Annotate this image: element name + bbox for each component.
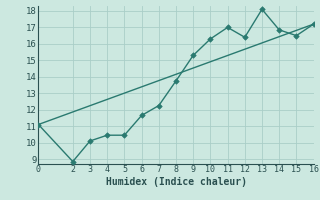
X-axis label: Humidex (Indice chaleur): Humidex (Indice chaleur) [106, 177, 246, 187]
